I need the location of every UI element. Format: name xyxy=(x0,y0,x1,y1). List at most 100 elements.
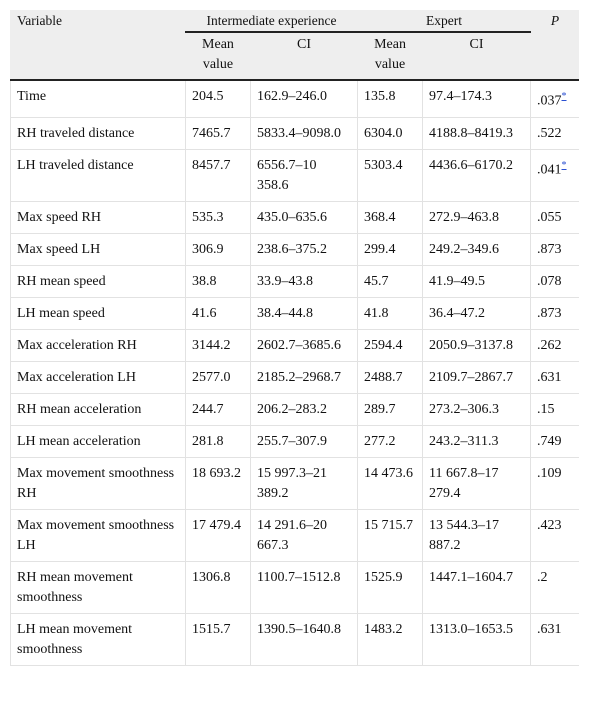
table-row: LH mean movement smoothness 1515.7 1390.5–… xyxy=(10,612,579,666)
mean-cell: 299.4 xyxy=(357,232,424,266)
table-row: RH mean acceleration 244.7 206.2–283.2 289.… xyxy=(10,392,579,426)
ci-cell: 14 291.6–20 667.3 xyxy=(249,508,359,562)
ci-cell: 97.4–174.3 xyxy=(422,79,532,118)
p-value: .262 xyxy=(537,337,562,353)
p-cell: .522 xyxy=(530,116,579,150)
table-row: Max acceleration LH 2577.0 2185.2–2968.7 24… xyxy=(10,360,579,394)
mean-cell: 17 479.4 xyxy=(185,508,251,562)
p-cell: .262 xyxy=(530,328,579,362)
variable-cell: Max acceleration LH xyxy=(10,360,186,394)
p-value: .078 xyxy=(537,273,562,289)
ci-cell: 2109.7–2867.7 xyxy=(422,360,532,394)
mean-cell: 2488.7 xyxy=(357,360,424,394)
footnote-mark: * xyxy=(561,159,567,171)
sub-header: Mean value xyxy=(357,31,424,81)
ci-cell: 38.4–44.8 xyxy=(249,296,359,330)
mean-cell: 2577.0 xyxy=(185,360,251,394)
ci-cell: 1100.7–1512.8 xyxy=(249,560,359,614)
p-cell: .749 xyxy=(530,424,579,458)
results-table: Variable Intermediate experience Expert … xyxy=(10,10,579,666)
ci-cell: 2602.7–3685.6 xyxy=(249,328,359,362)
table-row: RH mean movement smoothness 1306.8 1100.7–… xyxy=(10,560,579,614)
table-row: Time 204.5 162.9–246.0 135.8 97.4–174.3.037* xyxy=(10,79,579,118)
p-cell: .109 xyxy=(530,456,579,510)
ci-cell: 1390.5–1640.8 xyxy=(249,612,359,666)
ci-cell: 4436.6–6170.2 xyxy=(422,148,532,202)
table-row: RH traveled distance 7465.7 5833.4–9098.0 6… xyxy=(10,116,579,150)
ci-cell: 2185.2–2968.7 xyxy=(249,360,359,394)
table-header: Variable Intermediate experience Expert … xyxy=(10,10,579,81)
mean-cell: 1525.9 xyxy=(357,560,424,614)
table-body: Time 204.5 162.9–246.0 135.8 97.4–174.3.037*… xyxy=(10,79,579,666)
p-cell: .2 xyxy=(530,560,579,614)
mean-cell: 3144.2 xyxy=(185,328,251,362)
ci-cell: 206.2–283.2 xyxy=(249,392,359,426)
mean-cell: 41.6 xyxy=(185,296,251,330)
footnote-mark: * xyxy=(561,91,567,102)
ci-cell: 41.9–49.5 xyxy=(422,264,532,298)
ci-cell: 272.9–463.8 xyxy=(422,200,532,234)
mean-cell: 2594.4 xyxy=(357,328,424,362)
p-value: .873 xyxy=(537,241,562,257)
ci-cell: 2050.9–3137.8 xyxy=(422,328,532,362)
ci-cell: 255.7–307.9 xyxy=(249,424,359,458)
p-value: .631 xyxy=(537,621,562,637)
p-cell: .041* xyxy=(530,148,579,202)
p-value: .109 xyxy=(537,465,562,481)
mean-cell: 5303.4 xyxy=(357,148,424,202)
variable-cell: LH mean movement smoothness xyxy=(10,612,186,666)
ci-cell: 238.6–375.2 xyxy=(249,232,359,266)
variable-cell: RH mean acceleration xyxy=(10,392,186,426)
ci-cell: 36.4–47.2 xyxy=(422,296,532,330)
ci-cell: 162.9–246.0 xyxy=(249,79,359,118)
ci-cell: 5833.4–9098.0 xyxy=(249,116,359,150)
variable-cell: LH mean speed xyxy=(10,296,186,330)
mean-cell: 289.7 xyxy=(357,392,424,426)
variable-cell: Max acceleration RH xyxy=(10,328,186,362)
mean-cell: 6304.0 xyxy=(357,116,424,150)
ci-cell: 15 997.3–21 389.2 xyxy=(249,456,359,510)
ci-cell: 4188.8–8419.3 xyxy=(422,116,532,150)
mean-cell: 18 693.2 xyxy=(185,456,251,510)
p-cell: .873 xyxy=(530,296,579,330)
ci-cell: 243.2–311.3 xyxy=(422,424,532,458)
mean-cell: 45.7 xyxy=(357,264,424,298)
ci-cell: 11 667.8–17 279.4 xyxy=(422,456,532,510)
variable-cell: RH mean speed xyxy=(10,264,186,298)
ci-cell: 6556.7–10 358.6 xyxy=(249,148,359,202)
variable-cell: LH traveled distance xyxy=(10,148,186,202)
sub-header: Mean value xyxy=(185,31,251,81)
table-row: Max speed LH 306.9 238.6–375.2 299.4 249.2–3… xyxy=(10,232,579,266)
mean-cell: 7465.7 xyxy=(185,116,251,150)
table-row: LH mean speed 41.6 38.4–44.8 41.8 36.4–47.2.… xyxy=(10,296,579,330)
mean-cell: 281.8 xyxy=(185,424,251,458)
mean-cell: 1515.7 xyxy=(185,612,251,666)
variable-cell: Max movement smoothness RH xyxy=(10,456,186,510)
mean-cell: 135.8 xyxy=(357,79,424,118)
mean-cell: 306.9 xyxy=(185,232,251,266)
ci-cell: 13 544.3–17 887.2 xyxy=(422,508,532,562)
mean-cell: 535.3 xyxy=(185,200,251,234)
group-header: Expert xyxy=(357,10,532,33)
mean-cell: 38.8 xyxy=(185,264,251,298)
variable-cell: Max speed LH xyxy=(10,232,186,266)
p-cell: .631 xyxy=(530,612,579,666)
mean-cell: 244.7 xyxy=(185,392,251,426)
table-row: RH mean speed 38.8 33.9–43.8 45.7 41.9–49.5.… xyxy=(10,264,579,298)
p-cell: .631 xyxy=(530,360,579,394)
mean-cell: 368.4 xyxy=(357,200,424,234)
p-cell: .873 xyxy=(530,232,579,266)
ci-cell: 435.0–635.6 xyxy=(249,200,359,234)
p-value: .423 xyxy=(537,517,562,533)
p-value: .15 xyxy=(537,401,555,417)
p-value: .522 xyxy=(537,125,562,141)
mean-cell: 1306.8 xyxy=(185,560,251,614)
table-row: Max acceleration RH 3144.2 2602.7–3685.6 25… xyxy=(10,328,579,362)
table-row: LH mean acceleration 281.8 255.7–307.9 277.… xyxy=(10,424,579,458)
variable-cell: Time xyxy=(10,79,186,118)
table-row: Max movement smoothness LH 17 479.4 14 291… xyxy=(10,508,579,562)
ci-cell: 273.2–306.3 xyxy=(422,392,532,426)
table-container: Variable Intermediate experience Expert … xyxy=(10,10,579,692)
mean-cell: 1483.2 xyxy=(357,612,424,666)
